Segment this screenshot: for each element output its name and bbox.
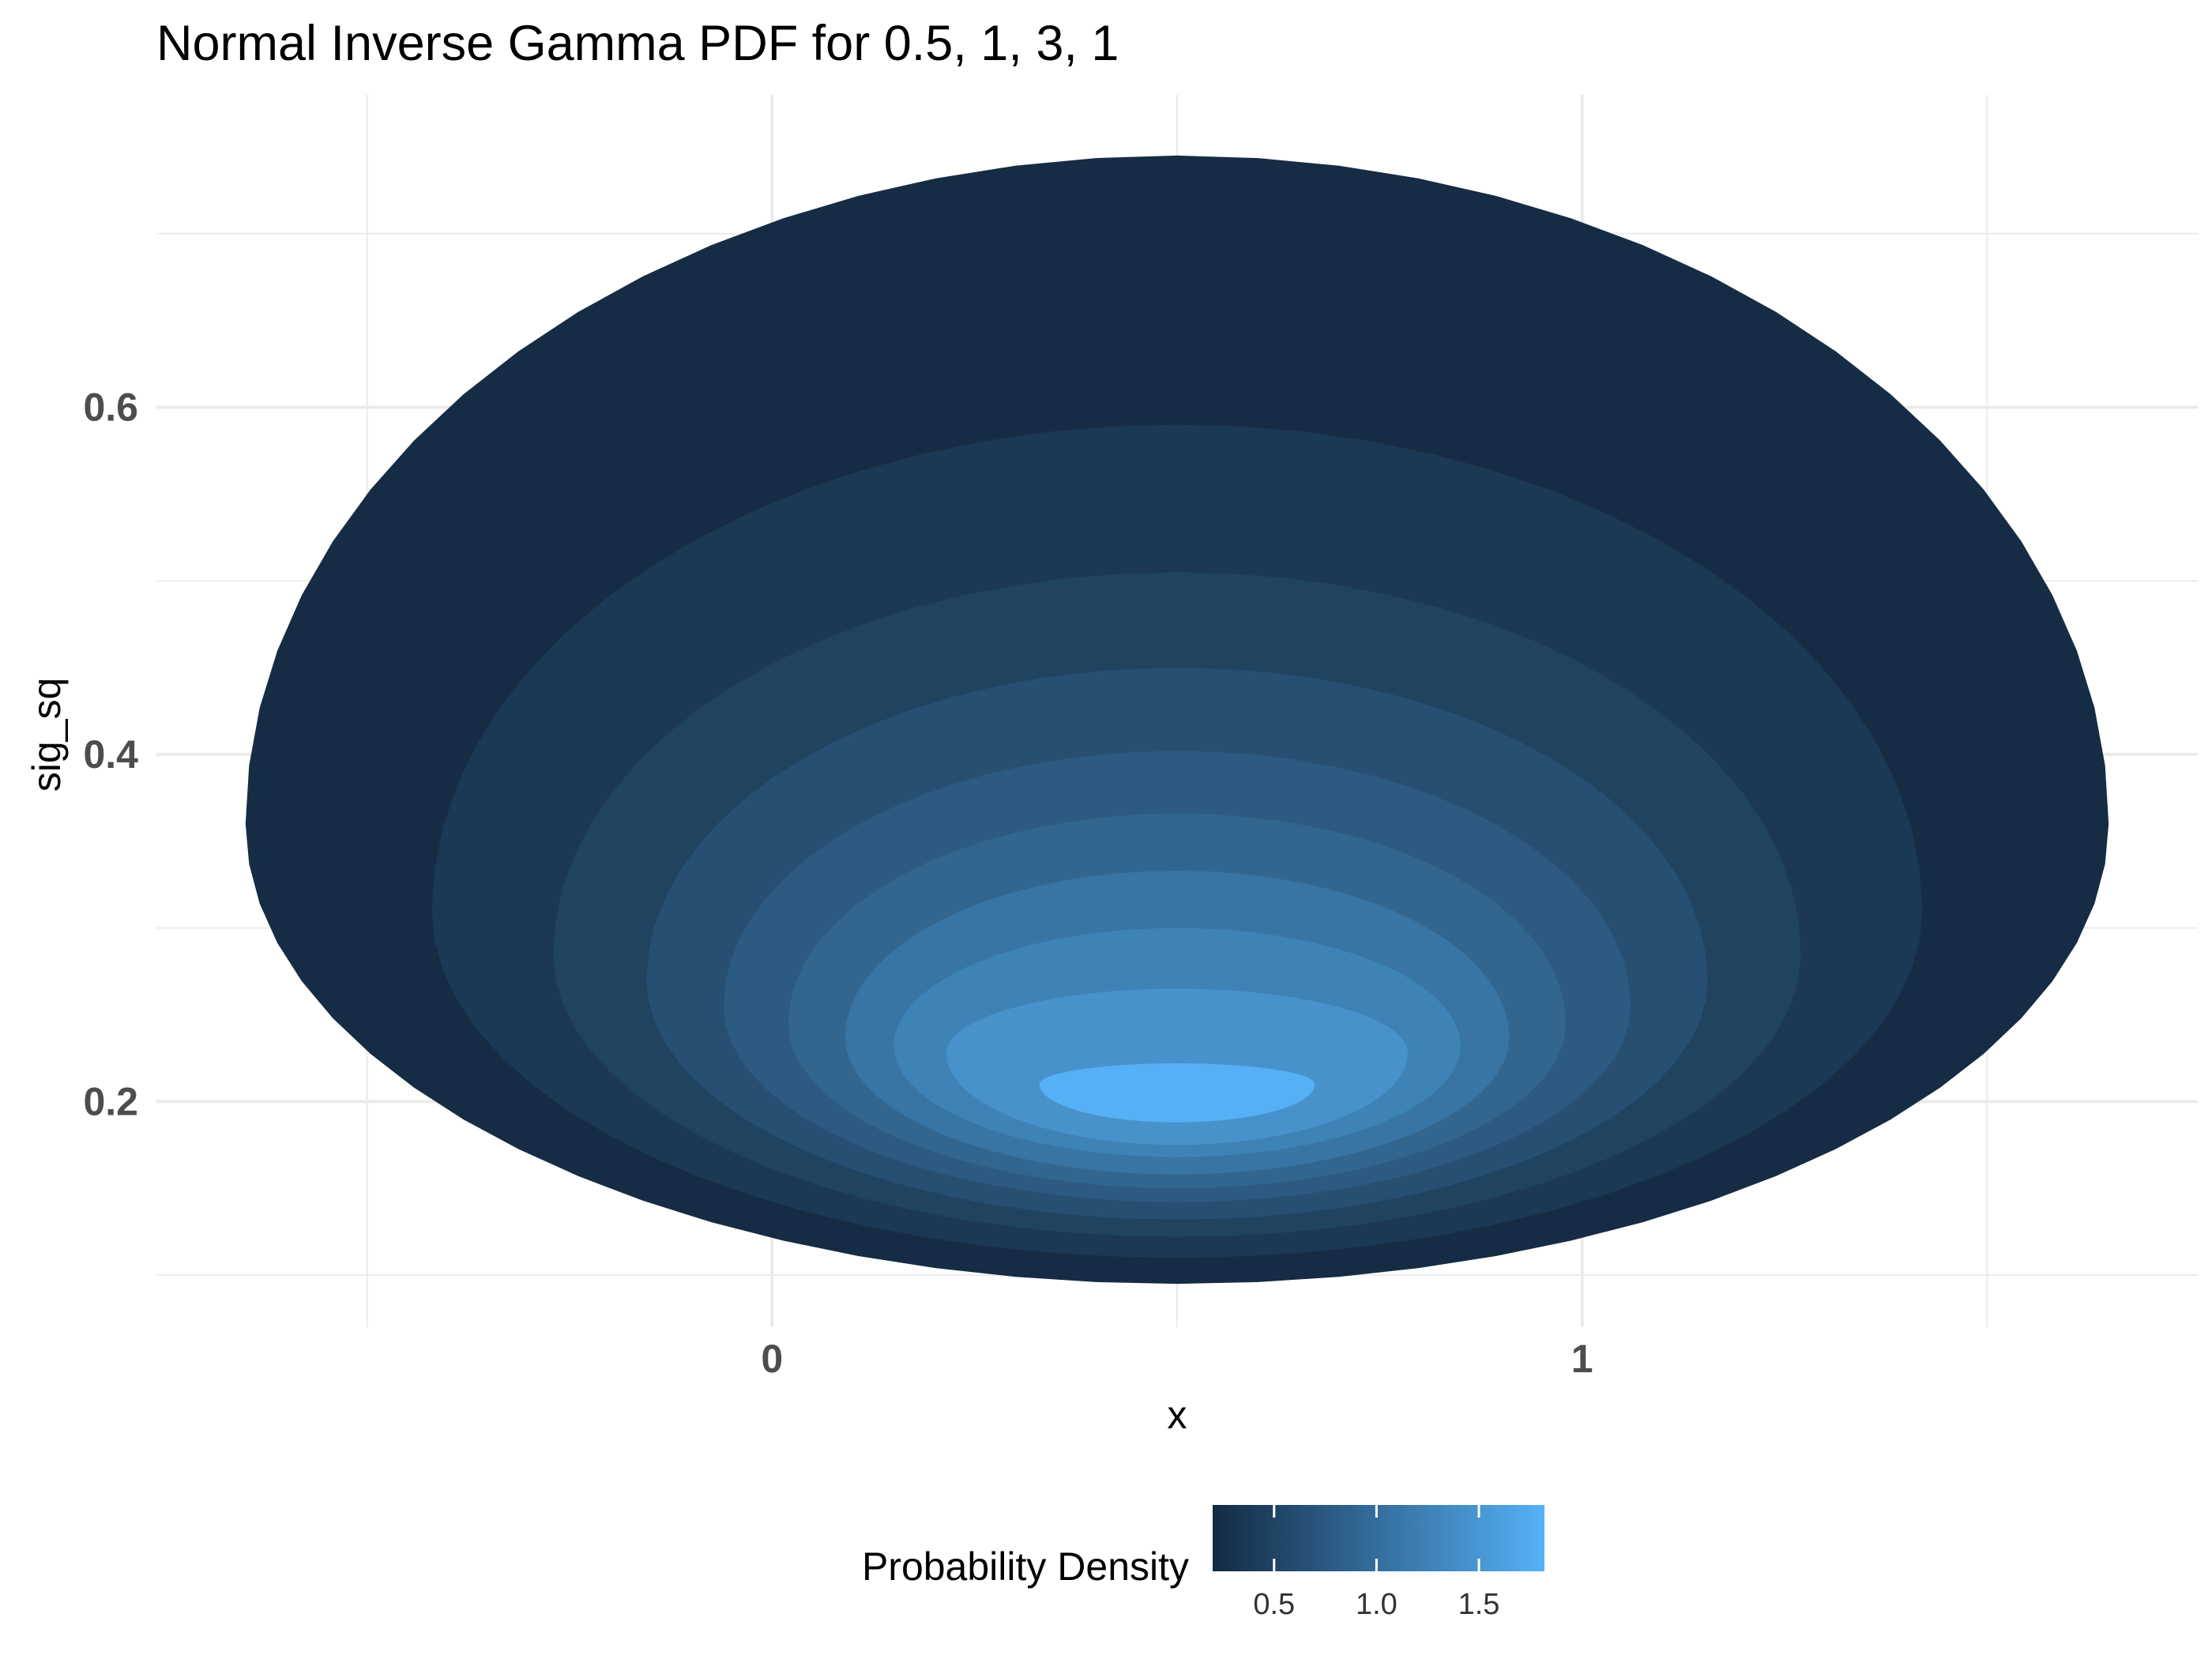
legend-colorbar — [1213, 1505, 1544, 1571]
x-tick-label: 1 — [1571, 1337, 1593, 1381]
legend-title: Probability Density — [862, 1544, 1189, 1589]
y-tick-label: 0.6 — [83, 385, 138, 429]
y-axis-title: sig_sq — [24, 678, 69, 792]
chart-title: Normal Inverse Gamma PDF for 0.5, 1, 3, … — [156, 16, 1119, 71]
legend-ticks: 0.5 1.0 1.5 — [1253, 1505, 1499, 1621]
contour-fills — [245, 155, 2109, 1285]
x-tick-label: 0 — [761, 1337, 783, 1381]
x-axis-title: x — [1168, 1393, 1187, 1437]
contour-band-10 — [1039, 1063, 1315, 1123]
legend: Probability Density 0.5 1.0 1.5 — [862, 1505, 1544, 1621]
legend-tick-label: 1.5 — [1458, 1588, 1500, 1621]
legend-tick-label: 0.5 — [1253, 1588, 1295, 1621]
y-tick-label: 0.2 — [83, 1079, 138, 1123]
y-tick-label: 0.4 — [83, 732, 138, 777]
y-axis-ticks: 0.2 0.4 0.6 — [83, 385, 138, 1123]
legend-tick-label: 1.0 — [1356, 1588, 1398, 1621]
